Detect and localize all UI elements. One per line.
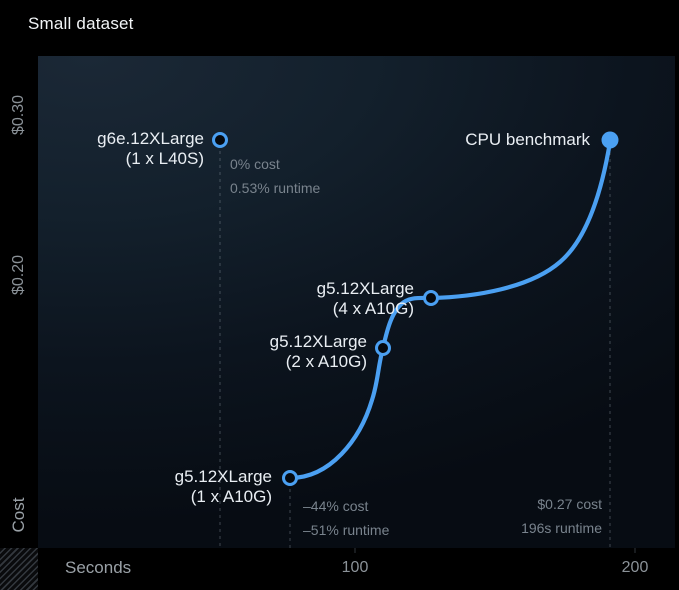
y-tick-020: $0.20 bbox=[10, 254, 27, 296]
axis-corner-hatch bbox=[0, 548, 38, 590]
data-point-label-g6e-12xlarge-1-l40s: g6e.12XLarge (1 x L40S) bbox=[97, 129, 204, 168]
chart-title: Small dataset bbox=[28, 14, 134, 33]
data-point-marker-cpu-benchmark bbox=[601, 131, 619, 149]
data-point-label-g5-12xlarge-2-a10g: g5.12XLarge (2 x A10G) bbox=[269, 332, 367, 371]
benchmark-curve bbox=[287, 139, 613, 481]
y-tick-030: $0.30 bbox=[10, 94, 27, 136]
annotation-a10g-delta: –44% cost –51% runtime bbox=[303, 498, 390, 538]
x-tick-100: 100 bbox=[341, 559, 369, 576]
data-point-marker-g5-12xlarge-1-a10g bbox=[282, 470, 298, 486]
annotation-g6e-delta: 0% cost 0.53% runtime bbox=[230, 156, 321, 196]
data-point-label-cpu-benchmark: CPU benchmark bbox=[465, 130, 590, 149]
data-point-label-g5-12xlarge-1-a10g: g5.12XLarge (1 x A10G) bbox=[174, 467, 272, 506]
plot-area bbox=[38, 56, 675, 548]
data-point-marker-g5-12xlarge-4-a10g bbox=[423, 290, 439, 306]
data-point-marker-g6e-12xlarge-1-l40s bbox=[212, 132, 228, 148]
x-tick-200: 200 bbox=[621, 559, 649, 576]
x-axis-label: Seconds bbox=[65, 558, 132, 577]
data-point-label-g5-12xlarge-4-a10g: g5.12XLarge (4 x A10G) bbox=[316, 279, 414, 318]
data-point-marker-g5-12xlarge-2-a10g bbox=[375, 340, 391, 356]
y-axis-label: Cost bbox=[9, 497, 28, 533]
annotation-cpu-absolute: $0.27 cost 196s runtime bbox=[521, 496, 602, 536]
